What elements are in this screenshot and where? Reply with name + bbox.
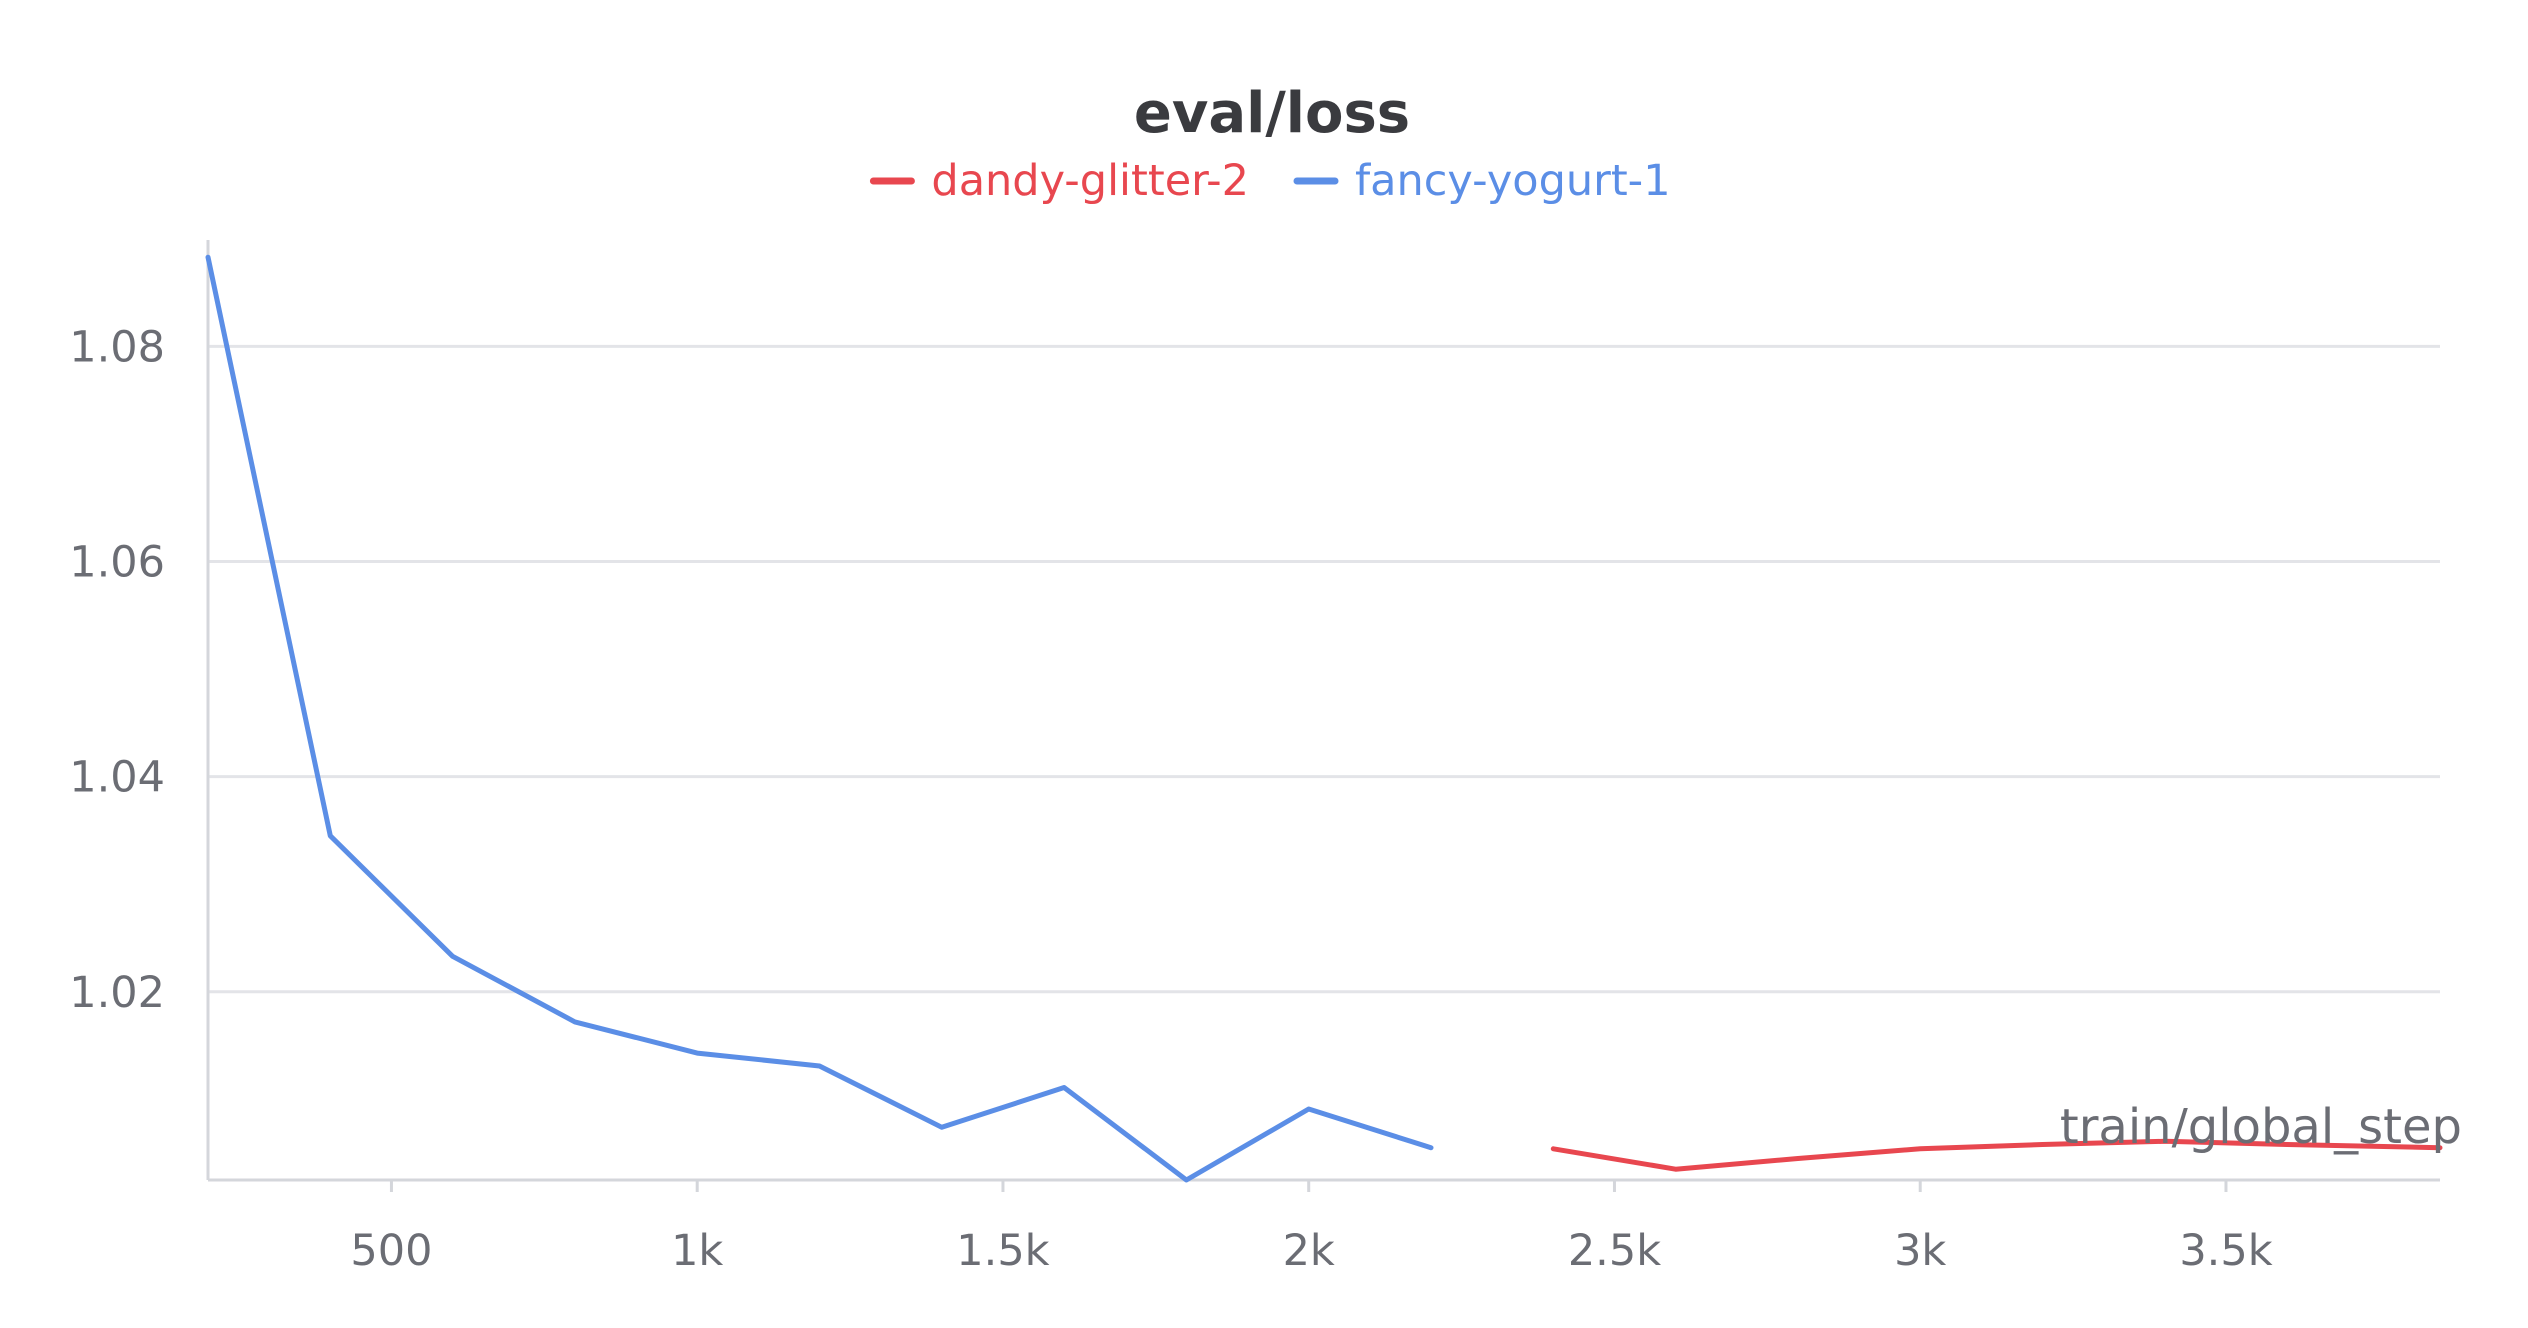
legend-item[interactable]: dandy-glitter-2 <box>869 156 1249 206</box>
legend[interactable]: dandy-glitter-2 fancy-yogurt-1 <box>869 156 1671 206</box>
y-tick-label: 1.02 <box>69 968 165 1018</box>
x-tick-label: 2k <box>1283 1226 1335 1276</box>
x-tick-label: 3k <box>1894 1226 1946 1276</box>
y-tick-label: 1.04 <box>69 753 165 803</box>
chart-title: eval/loss <box>1134 81 1410 146</box>
x-tick-label: 2.5k <box>1568 1226 1661 1276</box>
series-layer[interactable] <box>205 254 2443 1183</box>
y-tick-label: 1.06 <box>69 538 165 588</box>
series-line-fancy-yogurt-1[interactable] <box>205 254 1434 1183</box>
gridlines <box>208 344 2440 994</box>
x-tick-label: 1k <box>671 1226 723 1276</box>
y-tick-label: 1.08 <box>69 322 165 372</box>
legend-item[interactable]: fancy-yogurt-1 <box>1293 156 1671 206</box>
legend-label: fancy-yogurt-1 <box>1355 156 1671 206</box>
y-axis-ticks: 1.02 1.04 1.06 1.08 <box>69 322 165 1017</box>
x-axis-ticks: 500 1k 1.5k 2k 2.5k 3k 3.5k <box>350 1180 2273 1276</box>
x-tick-label: 500 <box>350 1226 432 1276</box>
legend-label: dandy-glitter-2 <box>931 156 1249 206</box>
x-axis-label: train/global_step <box>2060 1099 2462 1155</box>
x-tick-label: 1.5k <box>956 1226 1049 1276</box>
axes <box>206 240 2440 1182</box>
x-tick-label: 3.5k <box>2179 1226 2272 1276</box>
series-line-dandy-glitter-2[interactable] <box>1550 1138 2443 1172</box>
